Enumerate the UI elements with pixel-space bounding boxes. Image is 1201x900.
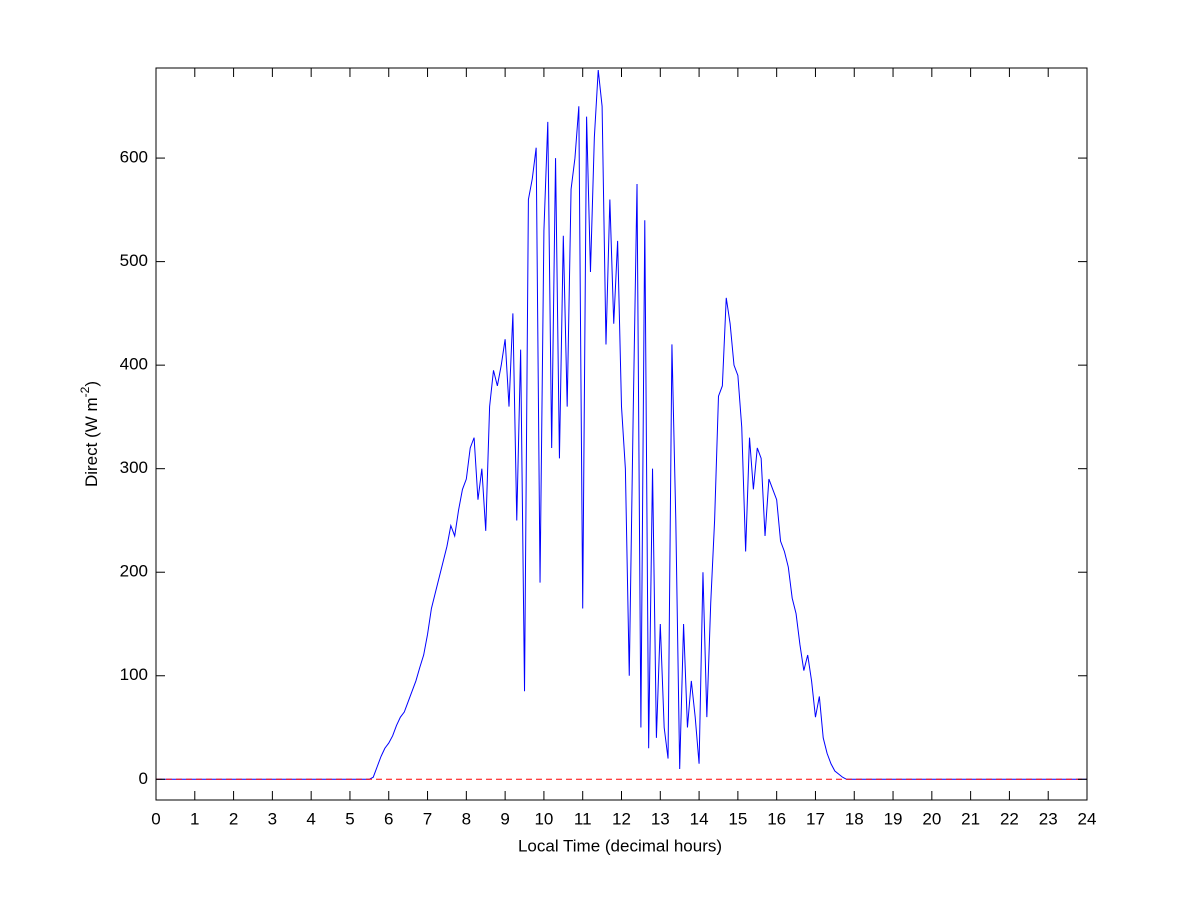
y-axis-label-text: Direct (W m bbox=[82, 397, 101, 487]
y-tick-label: 300 bbox=[120, 458, 148, 477]
x-tick-label: 22 bbox=[1000, 809, 1019, 828]
y-tick-label: 100 bbox=[120, 665, 148, 684]
x-tick-label: 21 bbox=[961, 809, 980, 828]
x-axis-label: Local Time (decimal hours) bbox=[518, 836, 722, 855]
y-tick-label: 400 bbox=[120, 355, 148, 374]
x-tick-label: 3 bbox=[268, 809, 277, 828]
x-tick-label: 0 bbox=[151, 809, 160, 828]
x-tick-label: 11 bbox=[574, 809, 592, 828]
x-tick-label: 9 bbox=[500, 809, 509, 828]
x-tick-label: 14 bbox=[690, 809, 709, 828]
x-tick-label: 4 bbox=[306, 809, 315, 828]
x-tick-label: 13 bbox=[651, 809, 670, 828]
x-tick-label: 7 bbox=[423, 809, 432, 828]
x-tick-label: 23 bbox=[1039, 809, 1058, 828]
data-line bbox=[156, 70, 1087, 780]
x-tick-label: 6 bbox=[384, 809, 393, 828]
y-tick-label: 500 bbox=[120, 251, 148, 270]
x-tick-label: 1 bbox=[190, 809, 199, 828]
x-tick-label: 5 bbox=[345, 809, 354, 828]
x-tick-label: 15 bbox=[728, 809, 747, 828]
x-tick-label: 2 bbox=[229, 809, 238, 828]
x-tick-label: 19 bbox=[884, 809, 903, 828]
y-axis-label-end: ) bbox=[82, 381, 101, 387]
y-tick-label: 200 bbox=[120, 562, 148, 581]
x-tick-label: 20 bbox=[922, 809, 941, 828]
y-axis-label: Direct (W m-2) bbox=[78, 381, 101, 487]
x-tick-label: 18 bbox=[845, 809, 864, 828]
x-tick-label: 17 bbox=[806, 809, 825, 828]
y-axis-label-sup: -2 bbox=[78, 386, 92, 397]
y-tick-label: 0 bbox=[139, 769, 148, 788]
x-tick-label: 8 bbox=[462, 809, 471, 828]
y-tick-label: 600 bbox=[120, 148, 148, 167]
x-tick-label: 16 bbox=[767, 809, 786, 828]
x-tick-label: 24 bbox=[1078, 809, 1097, 828]
x-tick-label: 10 bbox=[534, 809, 553, 828]
x-tick-label: 12 bbox=[612, 809, 631, 828]
